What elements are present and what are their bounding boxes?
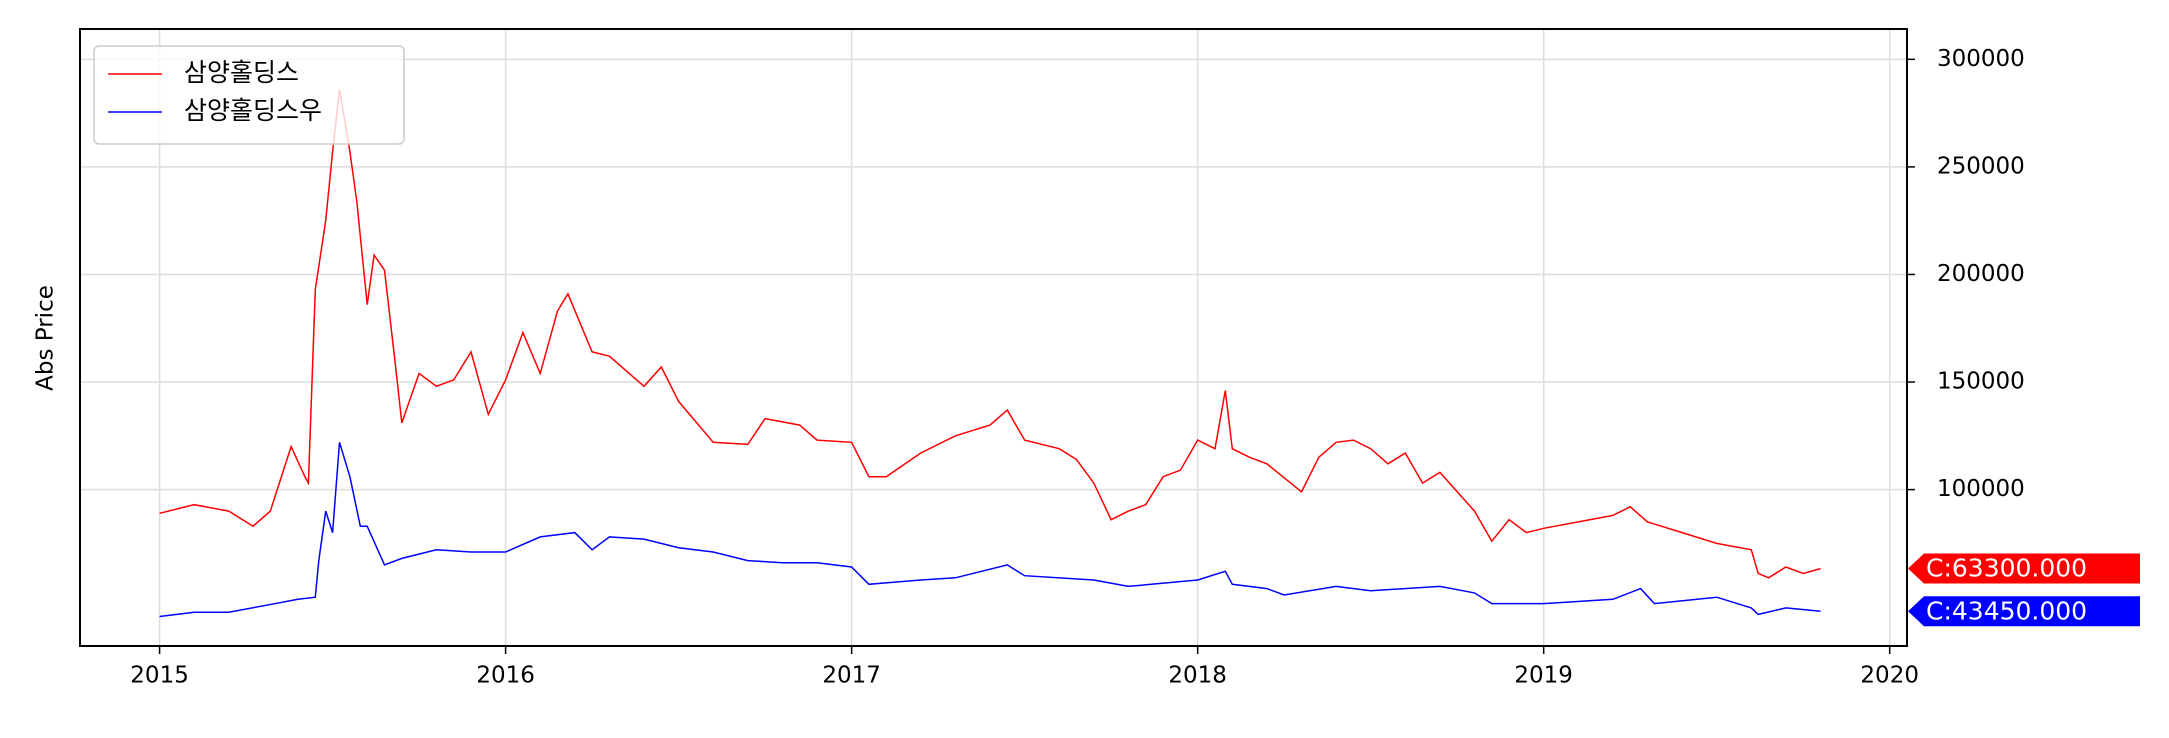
legend-label: 삼양홀딩스 [184,58,299,87]
y-tick-label: 200000 [1937,261,2025,287]
legend-box [93,45,405,145]
x-tick-label: 2015 [130,663,189,689]
end-tag [1908,596,2140,627]
line-series [159,442,1821,618]
x-tick-label: 2017 [822,663,881,689]
end-tag [1908,553,2140,584]
y-tick-label: 100000 [1937,476,2025,502]
y-tick-label: 250000 [1937,153,2025,179]
x-tick-label: 2020 [1860,663,1919,689]
end-label: C:63300.000 [1926,554,2087,583]
y-tick-label: 150000 [1937,369,2025,395]
line-series [159,89,1821,579]
legend-label: 삼양홀딩스우 [184,96,322,125]
y-axis-label: Abs Price [33,285,59,391]
end-label: C:43450.000 [1926,596,2087,625]
x-tick-label: 2018 [1168,663,1227,689]
y-tick-label: 300000 [1937,46,2025,72]
plot-frame [79,28,1908,647]
x-tick-label: 2019 [1514,663,1573,689]
x-tick-label: 2016 [476,663,535,689]
